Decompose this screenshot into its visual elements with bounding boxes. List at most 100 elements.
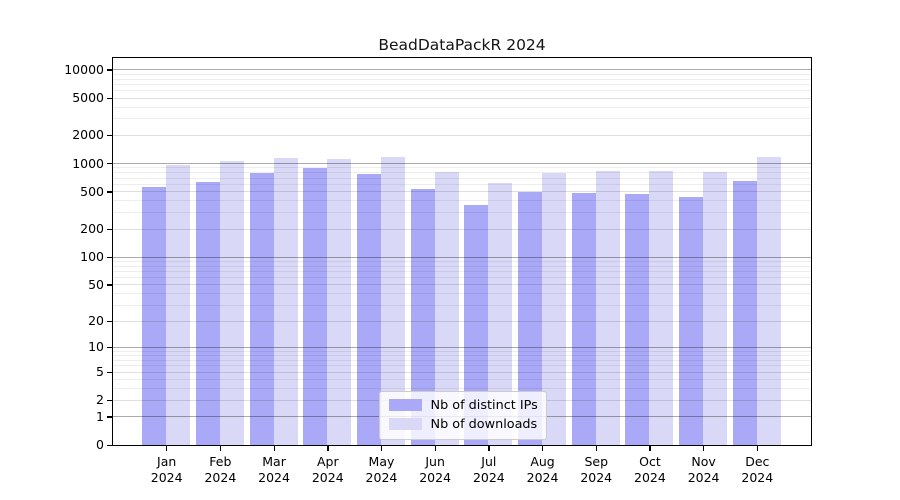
legend-item-distinct-ips: Nb of distinct IPs	[380, 396, 546, 415]
y-tick-label-20: 20	[88, 313, 104, 329]
x-tick-year: 2024	[150, 470, 183, 485]
gridline-70	[112, 270, 811, 272]
y-tick-10	[107, 346, 113, 349]
x-tick-label-jan: Jan 2024	[139, 454, 195, 486]
legend-label: Nb of downloads	[430, 416, 538, 432]
gridline-9	[112, 350, 811, 352]
x-tick-year: 2024	[311, 470, 344, 485]
x-tick-label-jun: Jun 2024	[407, 454, 463, 486]
x-tick-year: 2024	[419, 470, 452, 485]
x-tick-year: 2024	[472, 470, 505, 485]
gridline-4	[112, 379, 811, 380]
plot-area: Nb of distinct IPs Nb of downloads	[111, 56, 812, 446]
bar-mar-downloads	[273, 158, 298, 445]
x-tick-label-aug: Aug 2024	[515, 454, 571, 486]
gridline-10000	[112, 69, 811, 71]
gridline-5	[112, 371, 811, 373]
x-tick-year: 2024	[741, 470, 774, 485]
gridline-8	[112, 355, 811, 356]
y-tick-label-100: 100	[80, 249, 104, 265]
bar-apr-ips	[303, 167, 328, 445]
gridline-6000	[112, 90, 811, 92]
x-tick-year: 2024	[258, 470, 290, 485]
gridline-7	[112, 359, 811, 361]
x-tick-year: 2024	[634, 470, 666, 485]
bar-feb-ips	[195, 182, 220, 445]
x-tick-year: 2024	[204, 470, 237, 485]
x-tick-label-mar: Mar 2024	[246, 454, 302, 486]
y-tick-2	[107, 399, 113, 402]
gridline-3	[112, 388, 811, 389]
x-tick-label-apr: Apr 2024	[300, 454, 356, 486]
y-tick-200	[107, 228, 113, 230]
gridline-300	[112, 212, 811, 214]
bar-nov-ips	[679, 196, 704, 445]
gridline-90	[112, 260, 811, 262]
x-tick-label-oct: Oct 2024	[622, 454, 678, 486]
gridline-600	[112, 183, 811, 185]
x-tick-year: 2024	[526, 470, 559, 485]
y-tick-0	[107, 444, 113, 446]
x-tick-year: 2024	[580, 470, 613, 485]
y-tick-2000	[107, 134, 113, 137]
y-tick-1000	[107, 163, 113, 165]
x-tick-year: 2024	[365, 470, 398, 485]
y-tick-label-500: 500	[80, 183, 104, 199]
gridline-1000	[112, 163, 811, 165]
gridline-100	[112, 256, 811, 258]
bar-sep-ips	[571, 192, 596, 445]
y-tick-10000	[107, 69, 113, 71]
bar-apr-downloads	[327, 159, 352, 445]
x-tick-sep	[595, 445, 598, 451]
gridline-7000	[112, 83, 811, 85]
x-tick-jul	[488, 445, 490, 451]
x-tick-label-jul: Jul 2024	[461, 454, 517, 486]
gridline-20	[112, 320, 811, 322]
y-tick-1	[107, 416, 113, 418]
bar-nov-downloads	[703, 171, 728, 445]
y-tick-label-10: 10	[88, 339, 104, 355]
x-tick-dec	[756, 445, 759, 451]
gridline-9000	[112, 73, 811, 75]
gridline-50	[112, 284, 811, 286]
gridline-40	[112, 293, 811, 295]
y-tick-label-1000: 1000	[72, 155, 104, 171]
gridline-3000	[112, 118, 811, 120]
x-tick-label-nov: Nov 2024	[676, 454, 732, 486]
gridline-8000	[112, 78, 811, 80]
gridline-5000	[112, 97, 811, 99]
gridline-80	[112, 265, 811, 267]
y-tick-label-5: 5	[96, 364, 104, 380]
chart-title: BeadDataPackR 2024	[378, 36, 546, 54]
x-tick-jan	[166, 445, 168, 451]
x-tick-year: 2024	[687, 470, 720, 485]
x-tick-label-may: May 2024	[353, 454, 409, 486]
gridline-800	[112, 172, 811, 174]
x-tick-label-dec: Dec 2024	[729, 454, 785, 486]
x-tick-aug	[542, 445, 544, 451]
bar-dec-downloads	[756, 157, 781, 445]
y-tick-50	[107, 284, 113, 286]
gridline-200	[112, 228, 811, 230]
x-tick-label-feb: Feb 2024	[192, 454, 248, 486]
bar-oct-ips	[625, 194, 650, 445]
gridline-500	[112, 191, 811, 193]
x-tick-jun	[434, 445, 436, 451]
bar-feb-downloads	[219, 161, 244, 445]
gridline-4000	[112, 106, 811, 108]
gridline-2000	[112, 134, 811, 136]
bar-oct-downloads	[649, 170, 674, 445]
y-tick-label-2: 2	[96, 392, 104, 408]
bar-may-ips	[356, 173, 381, 445]
x-tick-feb	[219, 445, 222, 451]
gridline-900	[112, 167, 811, 169]
bar-jan-downloads	[166, 165, 191, 445]
y-tick-label-10000: 10000	[64, 61, 104, 77]
x-tick-mar	[273, 445, 275, 451]
x-tick-label-sep: Sep 2024	[568, 454, 624, 486]
y-tick-5	[107, 371, 113, 373]
y-tick-label-5000: 5000	[72, 90, 104, 106]
x-tick-oct	[649, 445, 651, 451]
y-tick-5000	[107, 97, 113, 99]
